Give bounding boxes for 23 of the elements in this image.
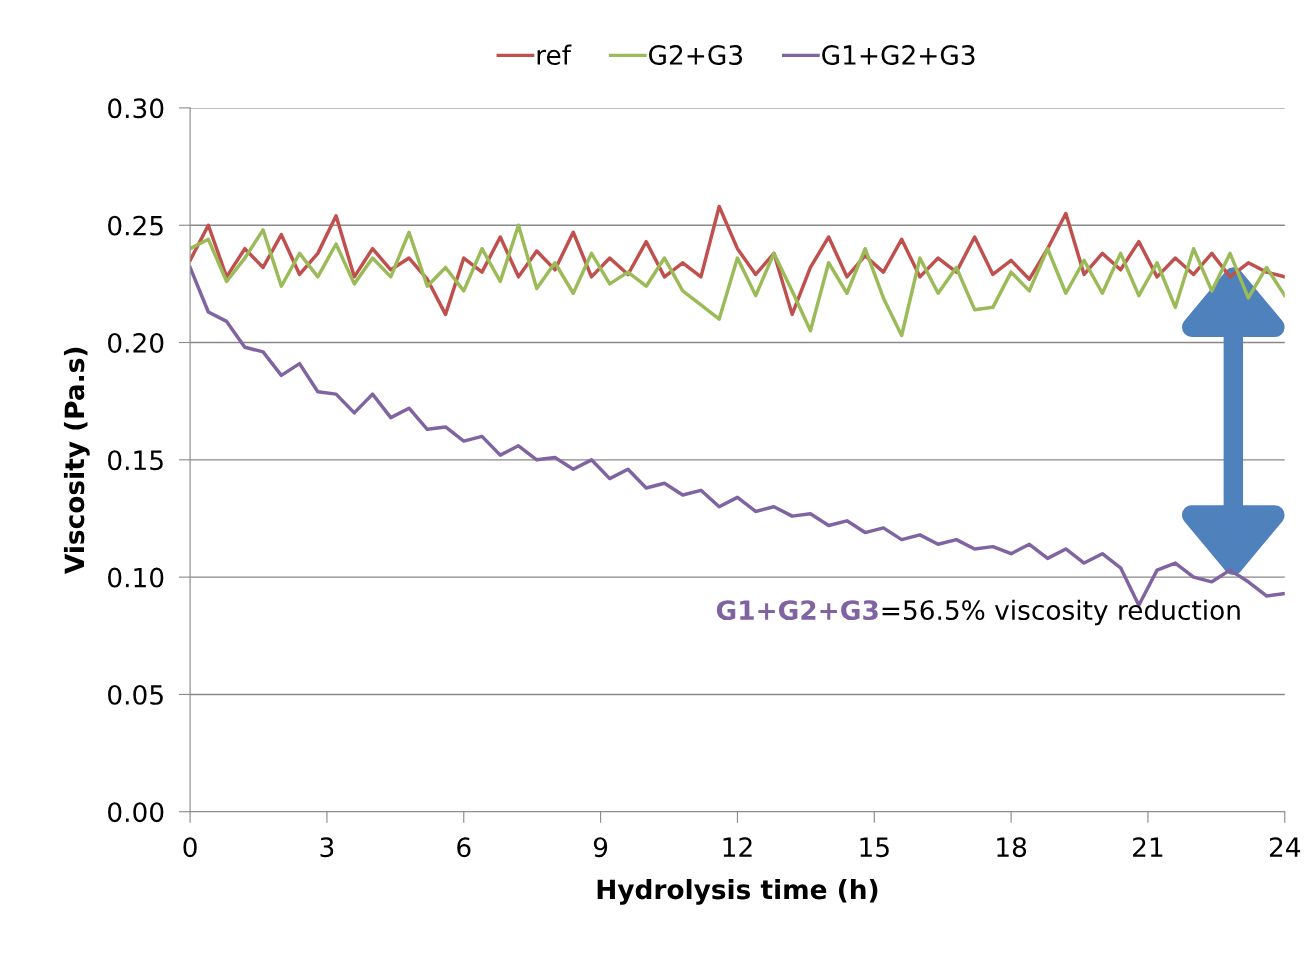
legend-label: ref xyxy=(537,44,572,65)
x-tick-label: 18 xyxy=(997,837,1027,858)
x-tick-label: 6 xyxy=(457,837,471,858)
x-tick-label: 15 xyxy=(860,837,889,858)
y-tick-label: 0.25 xyxy=(108,215,163,236)
y-tick-label: 0.00 xyxy=(108,802,164,823)
y-tick-label: 0.05 xyxy=(108,684,163,705)
y-tick-label: 0.15 xyxy=(108,450,163,471)
y-tick-label: 0.20 xyxy=(108,332,164,353)
x-tick-label: 24 xyxy=(1269,837,1301,857)
annotation: =56.5% viscosity reduction xyxy=(882,599,1240,626)
annotation: G1+G2+G3 xyxy=(716,600,878,621)
y-tick-label: 0.10 xyxy=(108,567,164,588)
y-axis-title: Viscosity (Pa.s) xyxy=(63,347,90,574)
legend-label: G1+G2+G3 xyxy=(822,45,975,65)
legend-label: G2+G3 xyxy=(649,45,743,65)
x-tick-label: 3 xyxy=(320,837,334,858)
x-tick-label: 9 xyxy=(593,837,608,858)
x-axis-title: Hydrolysis time (h) xyxy=(597,878,878,905)
x-tick-label: 12 xyxy=(723,837,752,857)
x-tick-label: 0 xyxy=(183,837,197,858)
x-tick-label: 21 xyxy=(1133,837,1163,857)
y-tick-label: 0.30 xyxy=(108,98,164,119)
